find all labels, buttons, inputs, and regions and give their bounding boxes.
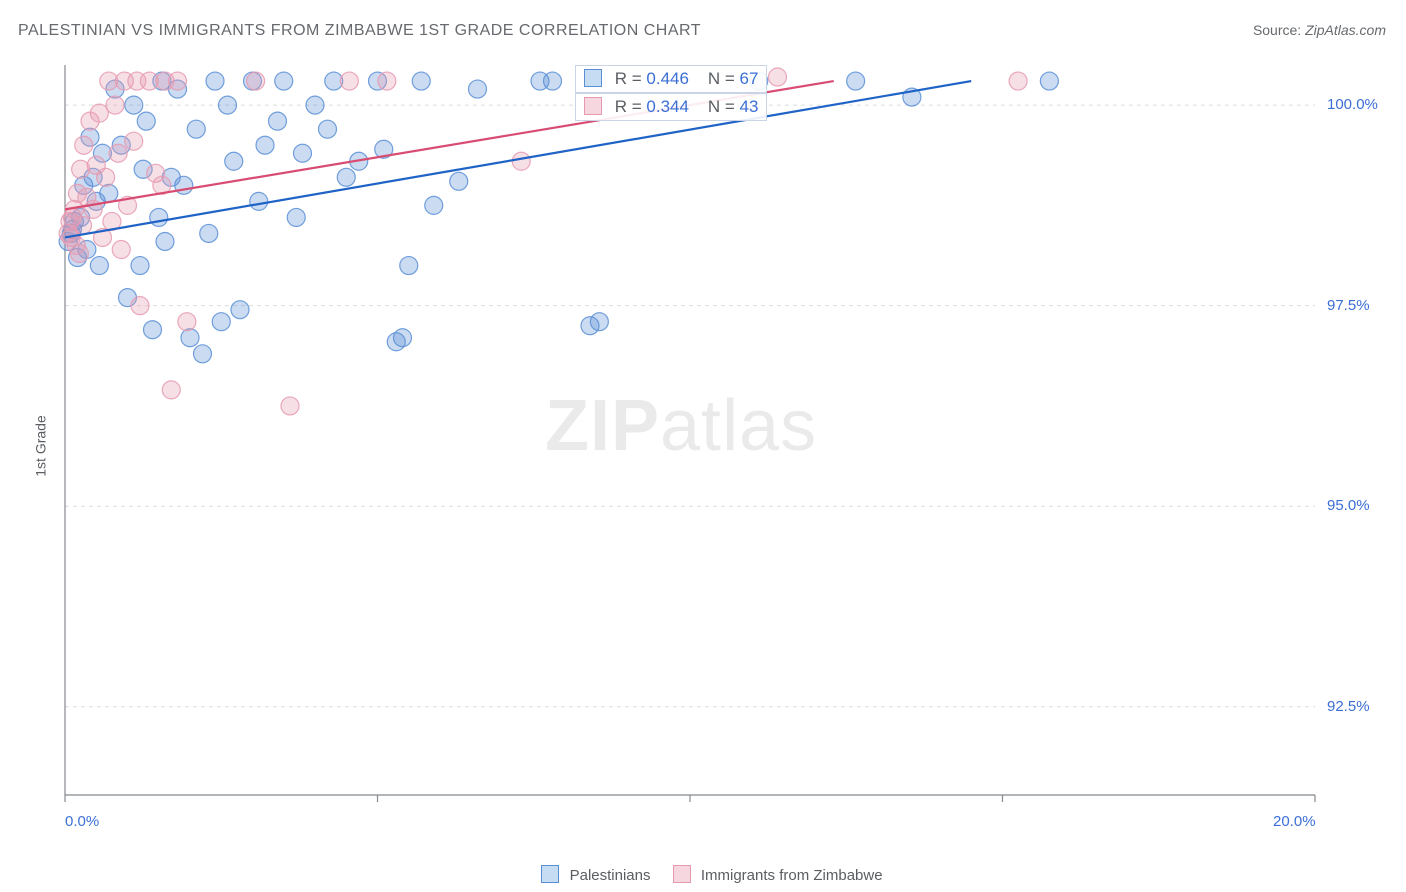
legend-label-0: Palestinians (570, 867, 651, 884)
r-label: R = (615, 69, 642, 88)
y-tick-label: 92.5% (1327, 698, 1370, 715)
x-tick-label: 20.0% (1273, 813, 1316, 830)
y-tick-label: 100.0% (1327, 96, 1378, 113)
source-attribution: Source: ZipAtlas.com (1253, 22, 1386, 38)
source-label: Source: (1253, 22, 1301, 38)
chart-title: PALESTINIAN VS IMMIGRANTS FROM ZIMBABWE … (18, 22, 701, 40)
scatter-plot: ZIPatlas R = 0.446 N = 67 R = 0.344 N = … (55, 55, 1375, 825)
swatch-pink-icon (584, 97, 602, 115)
r-label: R = (615, 97, 642, 116)
n-value-1: 43 (740, 97, 759, 116)
n-value-0: 67 (740, 69, 759, 88)
swatch-blue-icon (584, 69, 602, 87)
legend-swatch-pink-icon (673, 865, 691, 883)
r-value-1: 0.344 (646, 97, 689, 116)
y-tick-label: 97.5% (1327, 297, 1370, 314)
legend-bottom: Palestinians Immigrants from Zimbabwe (0, 865, 1406, 884)
stat-box-series-0: R = 0.446 N = 67 (575, 65, 767, 93)
source-value: ZipAtlas.com (1305, 22, 1386, 38)
chart-svg (55, 55, 1375, 825)
legend-swatch-blue-icon (541, 865, 559, 883)
n-label: N = (708, 97, 735, 116)
x-tick-label: 0.0% (65, 813, 99, 830)
r-value-0: 0.446 (646, 69, 689, 88)
y-tick-label: 95.0% (1327, 497, 1370, 514)
stat-box-series-1: R = 0.344 N = 43 (575, 93, 767, 121)
y-axis-label: 1st Grade (33, 415, 49, 476)
n-label: N = (708, 69, 735, 88)
legend-label-1: Immigrants from Zimbabwe (701, 867, 883, 884)
